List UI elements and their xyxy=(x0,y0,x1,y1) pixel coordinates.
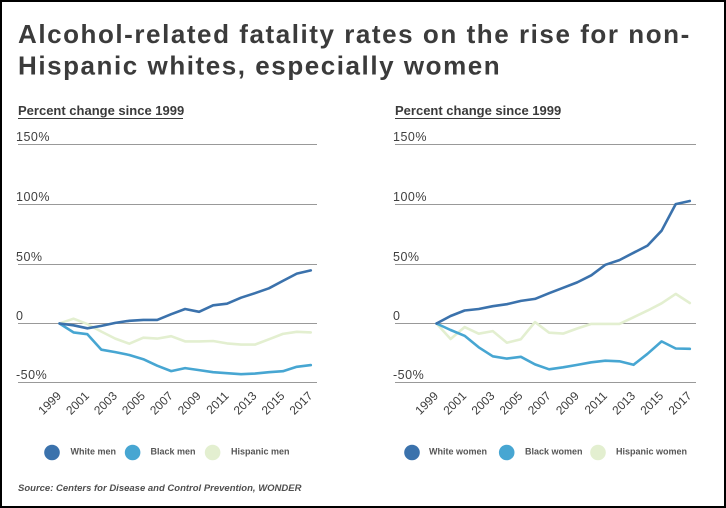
svg-text:0: 0 xyxy=(393,309,400,323)
svg-text:150%: 150% xyxy=(16,130,50,144)
svg-text:100%: 100% xyxy=(16,190,50,204)
svg-text:2005: 2005 xyxy=(119,388,148,417)
svg-text:2007: 2007 xyxy=(525,388,554,417)
svg-text:2003: 2003 xyxy=(91,388,120,417)
svg-text:50%: 50% xyxy=(16,250,43,264)
svg-text:-50%: -50% xyxy=(393,368,424,382)
svg-text:2013: 2013 xyxy=(231,388,260,417)
svg-text:Percent change since 1999: Percent change since 1999 xyxy=(395,103,561,118)
svg-text:2001: 2001 xyxy=(63,388,92,417)
svg-text:2015: 2015 xyxy=(259,388,288,417)
svg-text:1999: 1999 xyxy=(412,388,441,417)
svg-text:2017: 2017 xyxy=(666,388,695,417)
svg-text:2017: 2017 xyxy=(287,388,316,417)
svg-text:2013: 2013 xyxy=(609,388,638,417)
svg-text:Black women: Black women xyxy=(525,447,583,457)
svg-text:2015: 2015 xyxy=(637,388,666,417)
svg-text:Black men: Black men xyxy=(151,447,196,457)
svg-text:White women: White women xyxy=(429,447,487,457)
svg-text:2009: 2009 xyxy=(175,388,204,417)
svg-text:0: 0 xyxy=(16,309,23,323)
svg-text:2009: 2009 xyxy=(553,388,582,417)
svg-text:2011: 2011 xyxy=(582,388,610,416)
svg-text:White men: White men xyxy=(71,447,117,457)
svg-text:2005: 2005 xyxy=(497,388,526,417)
svg-text:2003: 2003 xyxy=(469,388,498,417)
svg-text:2001: 2001 xyxy=(440,388,469,417)
svg-text:100%: 100% xyxy=(393,190,427,204)
svg-text:2007: 2007 xyxy=(147,388,176,417)
svg-text:Hispanic women: Hispanic women xyxy=(616,447,687,457)
svg-text:2011: 2011 xyxy=(203,388,231,416)
svg-text:50%: 50% xyxy=(393,250,420,264)
svg-text:150%: 150% xyxy=(393,130,427,144)
svg-text:Alcohol-related fatality rates: Alcohol-related fatality rates on the ri… xyxy=(18,19,691,49)
svg-text:1999: 1999 xyxy=(35,388,64,417)
svg-text:Percent change since 1999: Percent change since 1999 xyxy=(18,103,184,118)
svg-text:-50%: -50% xyxy=(16,368,47,382)
svg-text:Source: Centers for Disease an: Source: Centers for Disease and Control … xyxy=(18,483,302,494)
svg-text:Hispanic men: Hispanic men xyxy=(231,447,290,457)
svg-text:Hispanic whites, especially wo: Hispanic whites, especially women xyxy=(18,51,501,81)
